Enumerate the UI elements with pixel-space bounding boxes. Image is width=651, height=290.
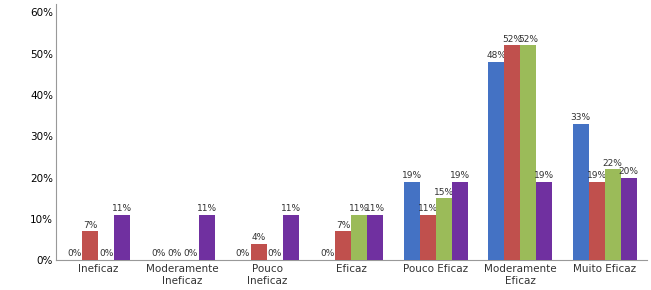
Text: 22%: 22% [603,159,622,168]
Text: 0%: 0% [99,249,113,258]
Bar [605,169,620,260]
Bar [452,182,468,260]
Text: 11%: 11% [197,204,217,213]
Text: 0%: 0% [184,249,198,258]
Bar [367,215,383,260]
Bar [114,215,130,260]
Bar [620,177,637,260]
Bar [504,46,520,260]
Text: 11%: 11% [350,204,370,213]
Bar [404,182,420,260]
Text: 0%: 0% [236,249,250,258]
Text: 52%: 52% [518,35,538,44]
Bar [82,231,98,260]
Bar [573,124,589,260]
Text: 11%: 11% [418,204,438,213]
Bar [283,215,299,260]
Text: 11%: 11% [365,204,385,213]
Text: 0%: 0% [151,249,166,258]
Text: 7%: 7% [336,220,351,229]
Text: 19%: 19% [534,171,555,180]
Bar [335,231,352,260]
Bar [199,215,215,260]
Bar [488,62,504,260]
Bar [520,46,536,260]
Text: 19%: 19% [450,171,470,180]
Text: 20%: 20% [618,167,639,176]
Text: 19%: 19% [402,171,422,180]
Text: 11%: 11% [112,204,132,213]
Text: 4%: 4% [252,233,266,242]
Bar [589,182,605,260]
Text: 0%: 0% [167,249,182,258]
Text: 52%: 52% [502,35,522,44]
Bar [352,215,367,260]
Bar [251,244,267,260]
Text: 0%: 0% [67,249,81,258]
Text: 7%: 7% [83,220,98,229]
Text: 11%: 11% [281,204,301,213]
Bar [436,198,452,260]
Text: 19%: 19% [587,171,607,180]
Text: 48%: 48% [486,51,506,60]
Bar [420,215,436,260]
Bar [536,182,552,260]
Text: 0%: 0% [268,249,282,258]
Text: 33%: 33% [570,113,590,122]
Text: 15%: 15% [434,188,454,197]
Text: 0%: 0% [320,249,335,258]
